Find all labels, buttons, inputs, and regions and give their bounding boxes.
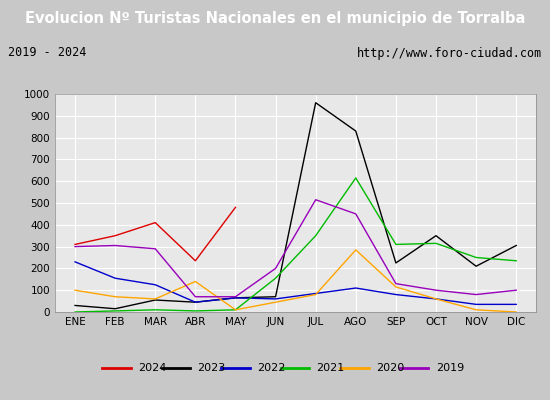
Text: Evolucion Nº Turistas Nacionales en el municipio de Torralba: Evolucion Nº Turistas Nacionales en el m…	[25, 12, 525, 26]
Text: 2021: 2021	[316, 363, 345, 373]
Text: 2023: 2023	[197, 363, 225, 373]
Text: 2022: 2022	[257, 363, 285, 373]
Text: 2024: 2024	[138, 363, 166, 373]
Text: 2019 - 2024: 2019 - 2024	[8, 46, 87, 60]
Text: 2019: 2019	[436, 363, 464, 373]
Text: http://www.foro-ciudad.com: http://www.foro-ciudad.com	[356, 46, 542, 60]
Text: 2020: 2020	[376, 363, 404, 373]
